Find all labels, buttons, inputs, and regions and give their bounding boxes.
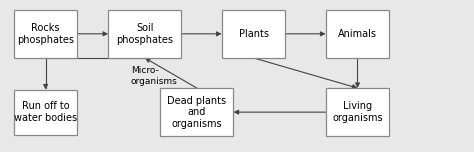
Text: Soil
phosphates: Soil phosphates — [116, 23, 173, 45]
Text: Micro-
organisms: Micro- organisms — [131, 66, 177, 86]
Text: Dead plants
and
organisms: Dead plants and organisms — [167, 96, 227, 129]
Text: Living
organisms: Living organisms — [332, 101, 383, 123]
FancyBboxPatch shape — [14, 90, 77, 135]
Text: Animals: Animals — [338, 29, 377, 39]
Text: Rocks
phosphates: Rocks phosphates — [17, 23, 74, 45]
FancyBboxPatch shape — [326, 10, 390, 58]
FancyBboxPatch shape — [108, 10, 182, 58]
Text: Plants: Plants — [238, 29, 269, 39]
FancyBboxPatch shape — [160, 88, 234, 136]
FancyBboxPatch shape — [222, 10, 285, 58]
Text: Run off to
water bodies: Run off to water bodies — [14, 101, 77, 123]
FancyBboxPatch shape — [326, 88, 390, 136]
FancyBboxPatch shape — [14, 10, 77, 58]
